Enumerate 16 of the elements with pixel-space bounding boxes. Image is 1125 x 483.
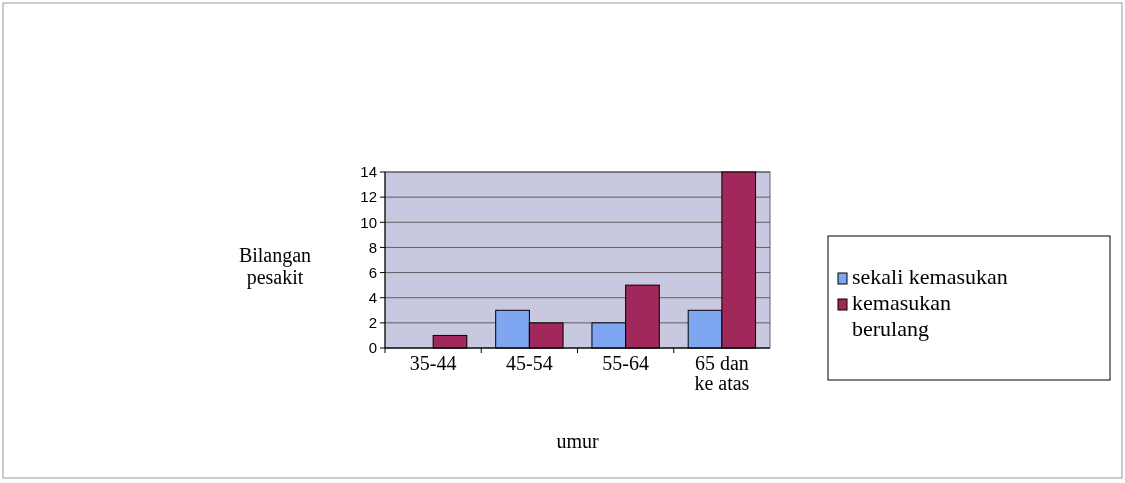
- y-tick-label: 8: [368, 238, 377, 256]
- x-tick-label: 55-64: [602, 352, 649, 374]
- x-tick-label: 65 dan ke atas: [694, 352, 750, 394]
- y-tick-label: 14: [360, 163, 377, 181]
- x-axis-title: umur: [556, 430, 599, 452]
- y-axis-title: Bilangan pesakit: [238, 244, 312, 289]
- x-tick-label: 35-44: [409, 352, 457, 374]
- y-tick-label: 6: [368, 263, 377, 281]
- y-tick-label: 4: [368, 288, 377, 306]
- y-tick-label: 10: [360, 213, 377, 231]
- x-tick-label: 45-54: [506, 352, 553, 374]
- legend-label: sekali kemasukan: [852, 264, 1008, 289]
- y-tick-label: 2: [368, 314, 377, 332]
- y-tick-label: 0: [368, 339, 377, 357]
- legend-label: kemasukan berulang: [852, 290, 951, 341]
- y-tick-label: 12: [360, 188, 377, 206]
